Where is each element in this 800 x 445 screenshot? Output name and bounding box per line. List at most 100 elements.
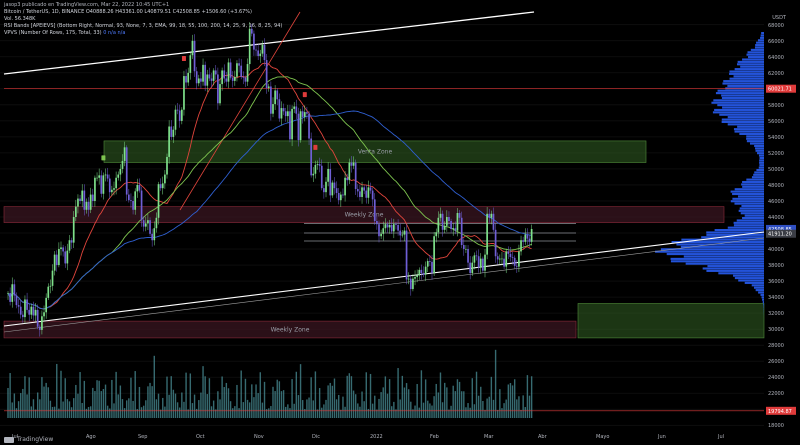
candle-body[interactable]: [356, 188, 359, 192]
candle-body[interactable]: [388, 225, 391, 228]
price-label-badge[interactable]: [766, 229, 796, 238]
candle-body[interactable]: [47, 286, 50, 298]
candle-body[interactable]: [43, 312, 45, 317]
candle-body[interactable]: [144, 223, 147, 227]
candle-body[interactable]: [346, 177, 349, 181]
candle-body[interactable]: [248, 28, 251, 65]
candle-body[interactable]: [79, 198, 81, 201]
candle-body[interactable]: [441, 213, 444, 230]
candle-body[interactable]: [106, 174, 109, 179]
candle-body[interactable]: [369, 187, 372, 191]
candle-body[interactable]: [174, 109, 177, 130]
price-label-badge[interactable]: [766, 224, 796, 233]
candle-body[interactable]: [484, 254, 486, 271]
candle-body[interactable]: [115, 177, 117, 189]
candle-body[interactable]: [386, 224, 389, 228]
candle-body[interactable]: [91, 194, 94, 201]
candle-body[interactable]: [206, 74, 209, 86]
candle-body[interactable]: [70, 240, 73, 243]
candle-body[interactable]: [274, 90, 276, 105]
candle-body[interactable]: [513, 257, 516, 266]
candle-body[interactable]: [323, 188, 325, 193]
candle-body[interactable]: [306, 112, 308, 114]
candle-body[interactable]: [189, 55, 192, 73]
candle-body[interactable]: [159, 184, 162, 189]
candle-body[interactable]: [200, 78, 202, 82]
candle-body[interactable]: [528, 238, 531, 242]
candle-body[interactable]: [363, 187, 366, 191]
candle-body[interactable]: [176, 109, 179, 111]
candle-body[interactable]: [102, 175, 105, 194]
candle-body[interactable]: [443, 225, 446, 230]
candle-body[interactable]: [183, 76, 185, 110]
horizontal-levels[interactable]: [4, 88, 764, 412]
candle-body[interactable]: [121, 160, 124, 169]
candle-body[interactable]: [49, 285, 52, 287]
candle-body[interactable]: [325, 181, 327, 193]
candle-body[interactable]: [405, 230, 408, 280]
candle-body[interactable]: [202, 64, 204, 82]
candle-body[interactable]: [450, 221, 452, 230]
candle-body[interactable]: [392, 224, 395, 232]
candle-body[interactable]: [214, 70, 217, 75]
candle-body[interactable]: [26, 299, 28, 310]
candle-body[interactable]: [85, 201, 88, 210]
candle-body[interactable]: [9, 293, 11, 302]
candle-body[interactable]: [83, 190, 86, 210]
candle-body[interactable]: [380, 233, 382, 237]
candle-body[interactable]: [293, 106, 296, 109]
candle-body[interactable]: [344, 177, 346, 196]
candle-body[interactable]: [509, 253, 512, 258]
candle-body[interactable]: [420, 269, 423, 274]
candle-body[interactable]: [147, 220, 149, 224]
price-label-badge[interactable]: [766, 406, 796, 415]
candle-body[interactable]: [77, 198, 79, 207]
candle-body[interactable]: [244, 77, 247, 82]
candle-body[interactable]: [492, 213, 495, 230]
candle-body[interactable]: [439, 213, 442, 218]
candlesticks[interactable]: [7, 22, 533, 337]
candle-body[interactable]: [24, 299, 26, 318]
candle-body[interactable]: [263, 44, 266, 61]
candle-body[interactable]: [477, 256, 480, 268]
candle-body[interactable]: [507, 251, 510, 254]
trendline[interactable]: [3, 237, 765, 333]
candle-body[interactable]: [433, 236, 435, 274]
candle-body[interactable]: [331, 182, 334, 196]
candle-body[interactable]: [373, 199, 376, 221]
candle-body[interactable]: [45, 297, 48, 313]
candle-body[interactable]: [94, 177, 96, 201]
candle-body[interactable]: [424, 266, 427, 275]
candle-body[interactable]: [526, 234, 529, 239]
candle-body[interactable]: [399, 230, 402, 236]
tradingview-logo[interactable]: TradingView: [4, 436, 53, 443]
candle-body[interactable]: [168, 126, 170, 157]
candle-body[interactable]: [486, 213, 488, 255]
candle-body[interactable]: [367, 187, 370, 198]
candle-body[interactable]: [352, 162, 355, 166]
candle-body[interactable]: [371, 190, 374, 200]
candle-body[interactable]: [257, 50, 260, 57]
candle-body[interactable]: [409, 278, 412, 290]
candle-body[interactable]: [278, 99, 281, 119]
candle-body[interactable]: [299, 111, 302, 141]
candle-body[interactable]: [30, 306, 33, 315]
candle-body[interactable]: [238, 63, 240, 66]
candle-body[interactable]: [520, 240, 522, 252]
candle-body[interactable]: [310, 138, 313, 176]
candle-body[interactable]: [291, 108, 293, 140]
candle-body[interactable]: [303, 112, 306, 117]
candle-body[interactable]: [501, 258, 503, 260]
candle-body[interactable]: [295, 106, 298, 114]
candle-body[interactable]: [301, 111, 304, 117]
candle-body[interactable]: [361, 187, 363, 197]
candle-body[interactable]: [348, 162, 351, 181]
candle-body[interactable]: [354, 162, 357, 189]
candle-body[interactable]: [219, 84, 221, 104]
candle-body[interactable]: [297, 113, 300, 141]
candle-body[interactable]: [113, 188, 115, 190]
candle-body[interactable]: [125, 147, 128, 195]
candle-body[interactable]: [217, 74, 219, 104]
candle-body[interactable]: [403, 230, 406, 235]
